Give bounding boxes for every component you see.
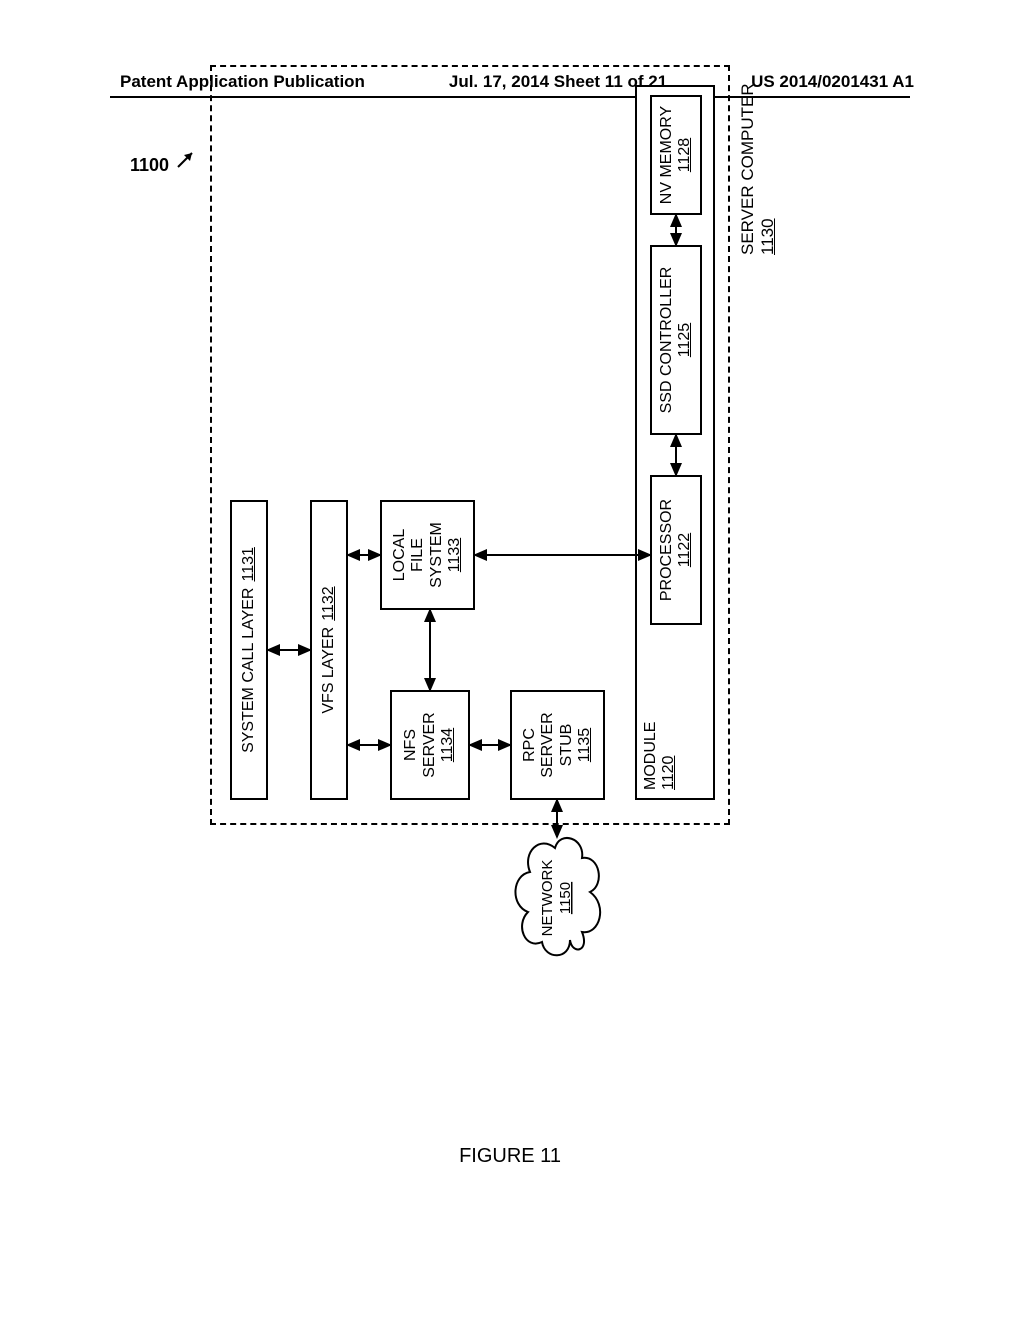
figure-caption: FIGURE 11 [130,1145,890,1168]
patent-page: Patent Application Publication Jul. 17, … [0,0,1024,1320]
ref-arrow-icon [176,149,198,171]
ref-number: 1100 [130,155,169,175]
connectors [210,45,770,885]
diagram-rotated-group: SERVER COMPUTER 1130 SYSTEM CALL LAYER 1… [210,45,870,885]
figure-11: 1100 SERVER COMPUTER 1130 SYSTEM CALL LA… [130,155,890,1135]
svg-text:1150: 1150 [557,882,574,914]
figure-ref-1100: 1100 [130,155,169,176]
